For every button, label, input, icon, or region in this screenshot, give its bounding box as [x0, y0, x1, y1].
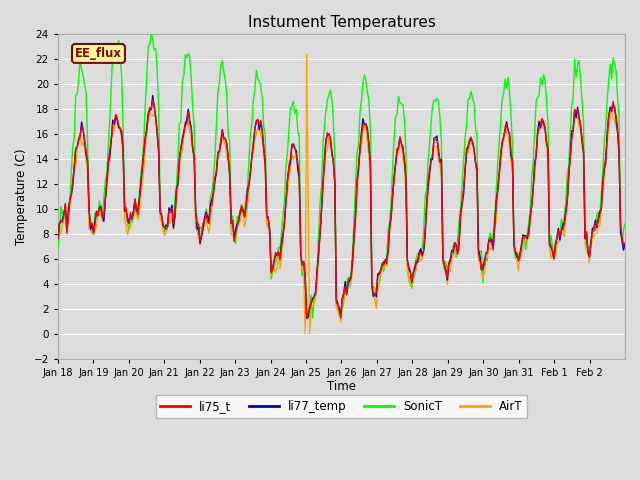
Title: Instument Temperatures: Instument Temperatures [248, 15, 435, 30]
Text: EE_flux: EE_flux [75, 47, 122, 60]
Y-axis label: Temperature (C): Temperature (C) [15, 148, 28, 244]
X-axis label: Time: Time [327, 380, 356, 394]
Legend: li75_t, li77_temp, SonicT, AirT: li75_t, li77_temp, SonicT, AirT [156, 395, 527, 418]
